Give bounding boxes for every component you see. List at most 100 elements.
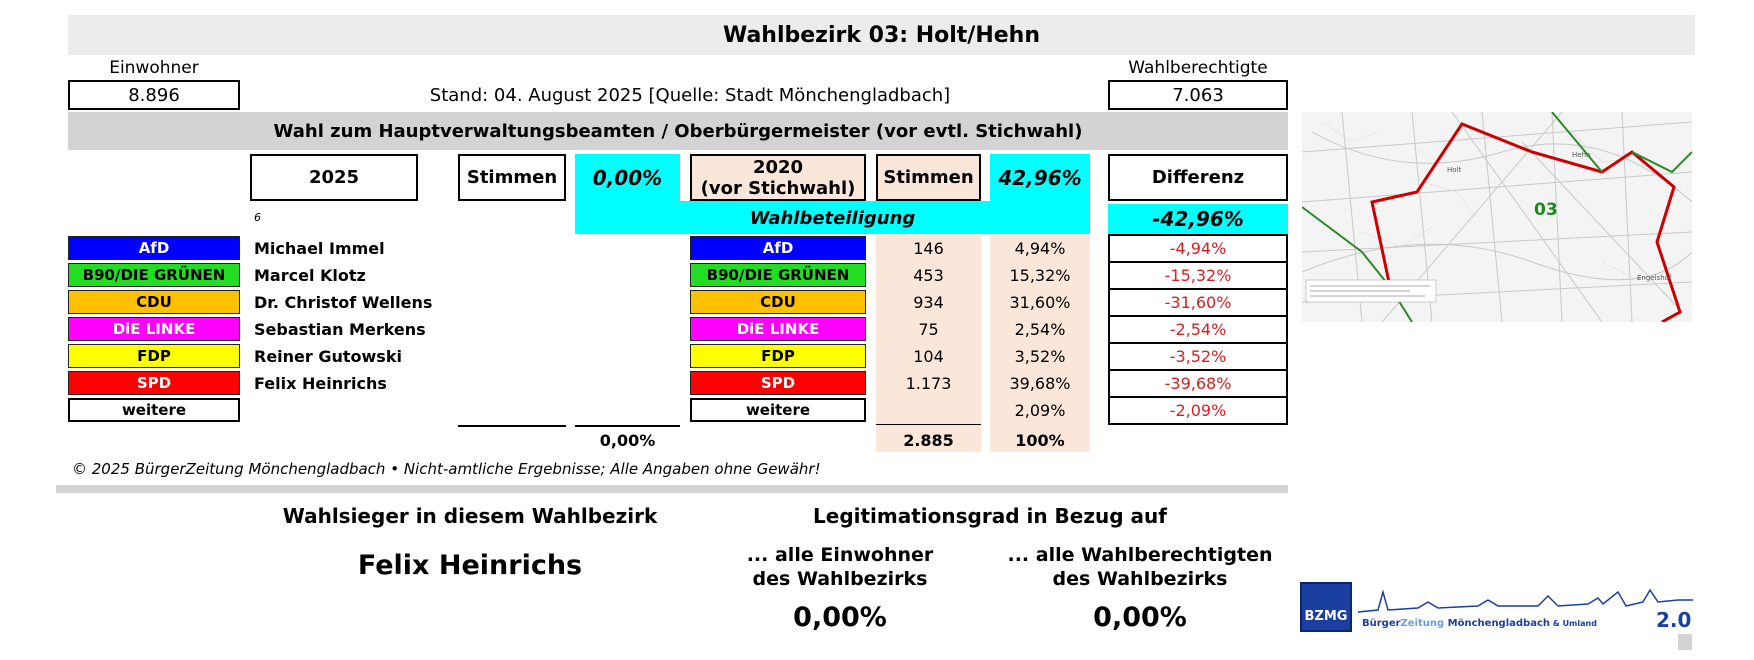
neighbor-border-west: [1302, 206, 1413, 322]
stimmen-2020: 453: [913, 265, 944, 285]
stimmen-2025-sum-line: [458, 425, 566, 427]
differenz-value: -2,09%: [1108, 398, 1288, 425]
party-label: SPD: [68, 371, 240, 395]
district-map: 03 Holt Hehn Engelshof: [1302, 112, 1692, 322]
party-label-2020: DiE LINKE: [690, 317, 866, 341]
party-label: B90/DIE GRÜNEN: [68, 263, 240, 287]
differenz-value: -3,52%: [1108, 344, 1288, 371]
copyright-note: © 2025 BürgerZeitung Mönchengladbach • N…: [72, 460, 821, 478]
legitimation-berechtigte-label: ... alle Wahlberechtigten des Wahlbezirk…: [1000, 543, 1280, 591]
legitimation-heading: Legitimationsgrad in Bezug auf: [813, 504, 1167, 528]
stimmen-2020: 75: [918, 319, 939, 339]
party-label: weitere: [68, 398, 240, 422]
pct-2020: 2,54%: [1014, 319, 1066, 339]
pct-2020-column: [990, 234, 1090, 452]
differenz-value: -4,94%: [1108, 236, 1288, 263]
header-2025: 2025: [250, 154, 418, 201]
candidate-name: Sebastian Merkens: [254, 319, 426, 339]
total-stimmen-2020: 2.885: [903, 430, 954, 450]
pct-2020: 3,52%: [1014, 346, 1066, 366]
page-title: Wahlbezirk 03: Holt/Hehn: [68, 15, 1695, 55]
legitimation-berechtigte-line2: des Wahlbezirks: [1052, 568, 1228, 590]
einwohner-label: Einwohner: [109, 58, 199, 78]
candidate-name: Felix Heinrichs: [254, 373, 387, 393]
legitimation-einwohner-line1: ... alle Einwohner: [746, 544, 934, 566]
winner-heading: Wahlsieger in diesem Wahlbezirk: [282, 504, 658, 528]
legitimation-einwohner-value: 0,00%: [793, 602, 887, 633]
party-label-2020: AfD: [690, 236, 866, 260]
candidate-name: Reiner Gutowski: [254, 346, 402, 366]
candidate-name: Marcel Klotz: [254, 265, 366, 285]
wahlberechtigte-value: 7.063: [1108, 80, 1288, 110]
pct-2020: 2,09%: [1014, 400, 1066, 420]
corner-marker: [1678, 634, 1692, 650]
stand-info: Stand: 04. August 2025 [Quelle: Stadt Mö…: [429, 85, 951, 106]
stimmen-2020: 1.173: [905, 373, 952, 393]
diff-top-border: [1108, 234, 1288, 236]
logo-word-city: Mönchengladbach: [1444, 618, 1551, 629]
header-stimmen-2020: Stimmen: [876, 154, 981, 201]
stimmen-2020-column: [876, 234, 981, 452]
winner-name: Felix Heinrichs: [357, 550, 583, 581]
party-label: CDU: [68, 290, 240, 314]
bzmg-logo-badge: BZMG: [1300, 582, 1352, 632]
header-2020-year: 2020: [752, 156, 804, 178]
logo-word-buerger: Bürger: [1362, 618, 1401, 629]
election-title: Wahl zum Hauptverwaltungsbeamten / Oberb…: [68, 112, 1288, 150]
legitimation-berechtigte-value: 0,00%: [1093, 602, 1187, 633]
differenz-turnout: -42,96%: [1108, 204, 1288, 234]
logo-word-umland: & Umland: [1550, 619, 1597, 628]
einwohner-value: 8.896: [68, 80, 240, 110]
party-label-2020: B90/DIE GRÜNEN: [690, 263, 866, 287]
stimmen-2020: 104: [913, 346, 944, 366]
party-label: FDP: [68, 344, 240, 368]
pct-2020: 4,94%: [1014, 238, 1066, 258]
total-pct-2020: 100%: [1015, 430, 1065, 450]
header-2020: 2020 (vor Stichwahl): [690, 154, 866, 201]
party-label-2020: SPD: [690, 371, 866, 395]
stimmen-2020: 934: [913, 292, 944, 312]
legitimation-berechtigte-line1: ... alle Wahlberechtigten: [1007, 544, 1273, 566]
differenz-value: -2,54%: [1108, 317, 1288, 344]
party-label-2020: CDU: [690, 290, 866, 314]
candidate-name: Michael Immel: [254, 238, 385, 258]
map-label-holt: Holt: [1447, 166, 1461, 174]
header-2020-note: (vor Stichwahl): [700, 177, 856, 199]
differenz-value: -15,32%: [1108, 263, 1288, 290]
pct-2020: 15,32%: [1009, 265, 1071, 285]
skyline-icon: [1358, 588, 1693, 613]
wahlbeteiligung-label: Wahlbeteiligung: [749, 207, 916, 229]
neighbor-border-east: [1551, 112, 1692, 174]
header-stimmen-2025: Stimmen: [458, 154, 566, 201]
bzmg-logo-text: BZMG: [1304, 609, 1348, 624]
pct-2020: 39,68%: [1009, 373, 1071, 393]
small-note: 6: [254, 211, 261, 224]
party-label-2020: FDP: [690, 344, 866, 368]
logo-word-zeitung: Zeitung: [1400, 618, 1445, 629]
pct-2020: 31,60%: [1009, 292, 1071, 312]
stimmen-2020: [876, 398, 981, 422]
turnout-2025: 0,00%: [575, 154, 680, 234]
stimmen-2020-sum-line: [876, 424, 981, 425]
party-label-2020: weitere: [690, 398, 866, 422]
map-label-hehn: Hehn: [1572, 151, 1590, 159]
legitimation-einwohner-label: ... alle Einwohner des Wahlbezirks: [700, 543, 980, 591]
logo-version: 2.0: [1656, 608, 1692, 632]
district-map-graphic: 03 Holt Hehn Engelshof: [1302, 112, 1692, 322]
map-legend-lines: [1310, 285, 1430, 297]
district-number: 03: [1534, 200, 1558, 220]
party-label: DiE LINKE: [68, 317, 240, 341]
map-label-engelshof: Engelshof: [1637, 274, 1672, 282]
turnout-2020: 42,96%: [990, 154, 1090, 234]
stimmen-2020: 146: [913, 238, 944, 258]
logo-wordmark: BürgerZeitung Mönchengladbach & Umland: [1362, 618, 1597, 629]
header-differenz: Differenz: [1108, 154, 1288, 201]
divider: [56, 485, 1288, 493]
pct-2025-sum-line: [575, 425, 680, 427]
legitimation-einwohner-line2: des Wahlbezirks: [752, 568, 928, 590]
party-label: AfD: [68, 236, 240, 260]
total-pct-2025: 0,00%: [599, 430, 656, 450]
wahlberechtigte-label: Wahlberechtigte: [1128, 58, 1268, 78]
differenz-value: -31,60%: [1108, 290, 1288, 317]
differenz-value: -39,68%: [1108, 371, 1288, 398]
